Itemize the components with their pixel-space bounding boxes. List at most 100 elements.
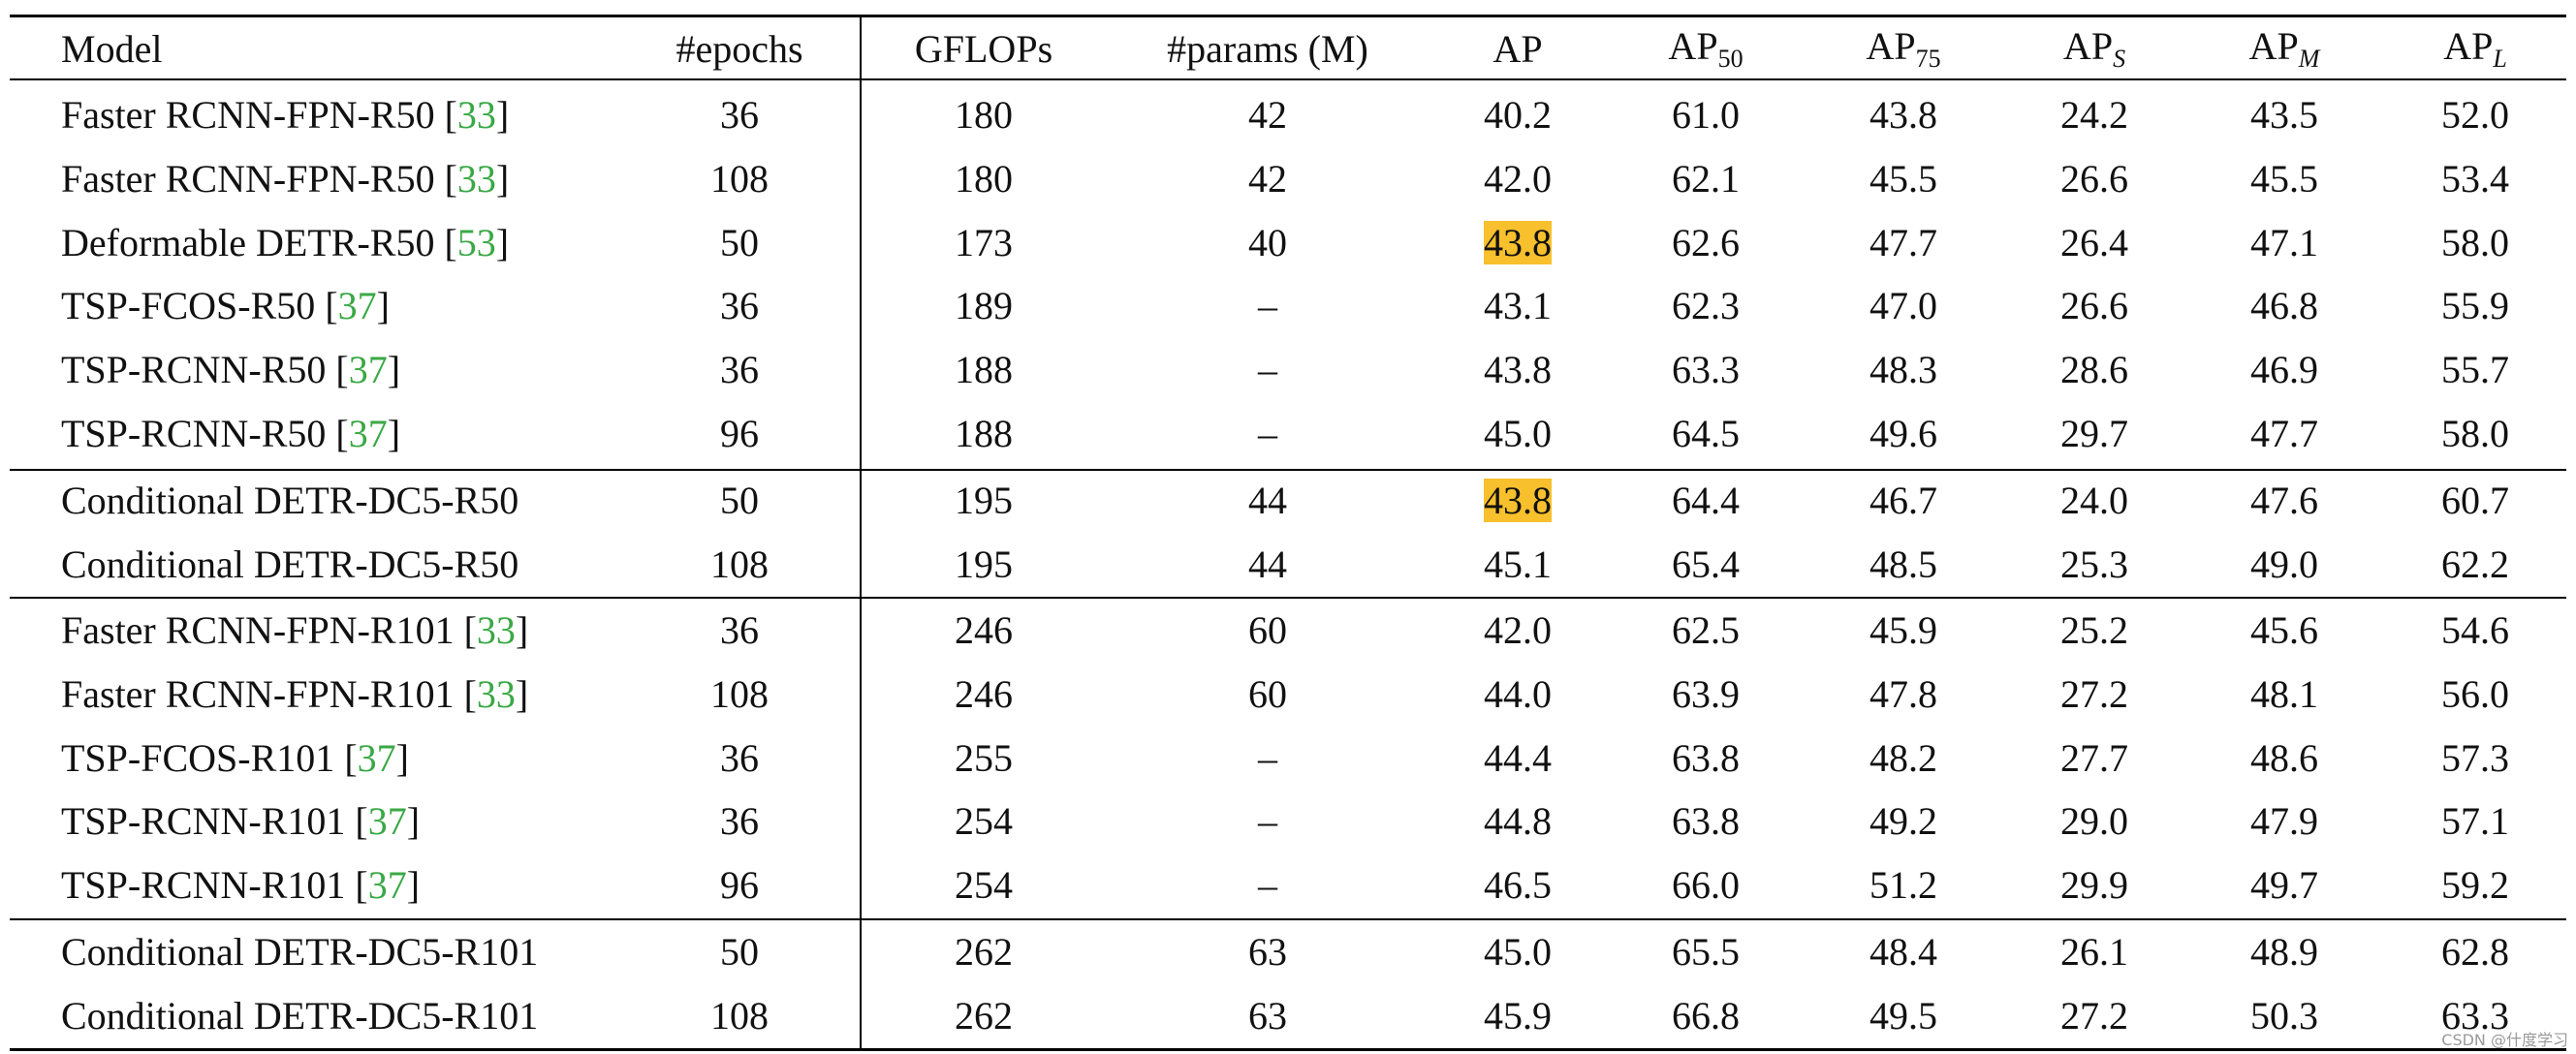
cell: 45.5 <box>2250 156 2318 201</box>
model-name: TSP-FCOS-R50 [37] <box>61 284 390 328</box>
cell: 63 <box>1248 993 1287 1038</box>
model-text: Conditional DETR-DC5-R101 <box>61 930 539 974</box>
cell: 48.4 <box>1869 930 1937 974</box>
cell: 63.8 <box>1672 735 1740 780</box>
cell: 36 <box>720 348 759 392</box>
cell: 42.0 <box>1484 608 1552 652</box>
model-text: TSP-RCNN-R101 <box>61 863 346 908</box>
model-text: Faster RCNN-FPN-R50 <box>61 156 435 201</box>
cell: 45.1 <box>1484 542 1552 586</box>
column-header: APL <box>2443 27 2507 72</box>
cell: 60 <box>1248 608 1287 652</box>
cell: 43.8 <box>1869 93 1937 137</box>
cell: 262 <box>955 930 1013 974</box>
cell: 63 <box>1248 930 1287 974</box>
cell: 188 <box>955 412 1013 455</box>
model-name: TSP-RCNN-R50 [37] <box>61 348 401 392</box>
model-name: Deformable DETR-R50 [53] <box>61 220 510 264</box>
cell: 49.2 <box>1869 799 1937 844</box>
column-header: APM <box>2249 27 2320 72</box>
cell: 26.6 <box>2060 156 2128 201</box>
cell: 45.9 <box>1484 993 1552 1038</box>
cell: 262 <box>955 993 1013 1038</box>
cell: 28.6 <box>2060 348 2128 392</box>
citation: 37 <box>357 735 396 780</box>
bottom-rule <box>10 1048 2566 1051</box>
highlighted-value: 43.8 <box>1484 479 1552 522</box>
cell: 173 <box>955 220 1013 264</box>
cell: 56.0 <box>2441 671 2509 716</box>
cell: 66.0 <box>1672 863 1740 908</box>
cell: 65.4 <box>1672 542 1740 586</box>
cell: 47.6 <box>2250 479 2318 522</box>
cell: 246 <box>955 608 1013 652</box>
cell: 25.3 <box>2060 542 2128 586</box>
cell: 42 <box>1248 156 1287 201</box>
cell: 44.4 <box>1484 735 1552 780</box>
cell: 63.3 <box>1672 348 1740 392</box>
header-base: AP <box>1668 24 1718 68</box>
cell: 42.0 <box>1484 156 1552 201</box>
cell: 50.3 <box>2250 993 2318 1038</box>
cell: 40.2 <box>1484 93 1552 137</box>
cell: 43.5 <box>2250 93 2318 137</box>
cell: 24.2 <box>2060 93 2128 137</box>
cell: 96 <box>720 412 759 455</box>
cell: 57.1 <box>2441 799 2509 844</box>
model-text: Deformable DETR-R50 <box>61 220 435 264</box>
cell: 53.4 <box>2441 156 2509 201</box>
model-name: TSP-RCNN-R101 [37] <box>61 863 421 908</box>
cell: 60 <box>1248 671 1287 716</box>
cell: 46.7 <box>1869 479 1937 522</box>
cell: 188 <box>955 348 1013 392</box>
model-text: TSP-RCNN-R101 <box>61 799 346 844</box>
cell: 52.0 <box>2441 93 2509 137</box>
column-header: AP <box>1492 27 1543 71</box>
cell: 66.8 <box>1672 993 1740 1038</box>
header-base: AP <box>1866 24 1916 68</box>
top-rule <box>10 15 2566 17</box>
cell: 180 <box>955 93 1013 137</box>
cell: 58.0 <box>2441 412 2509 455</box>
column-header: APS <box>2063 27 2125 72</box>
column-header: #params (M) <box>1167 27 1368 71</box>
model-name: TSP-RCNN-R101 [37] <box>61 799 421 844</box>
cell: 50 <box>720 930 759 974</box>
cell: 195 <box>955 542 1013 586</box>
cell: 64.5 <box>1672 412 1740 455</box>
cell: 108 <box>710 993 769 1038</box>
cell: 49.5 <box>1869 993 1937 1038</box>
cell: 46.9 <box>2250 348 2318 392</box>
cell: 189 <box>955 284 1013 328</box>
group-rule <box>10 469 2566 471</box>
cell: 46.8 <box>2250 284 2318 328</box>
model-name: Conditional DETR-DC5-R50 <box>61 481 518 520</box>
cell: 108 <box>710 542 769 586</box>
cell: 26.6 <box>2060 284 2128 328</box>
cell: 195 <box>955 479 1013 522</box>
column-divider <box>860 16 862 1049</box>
cell: 63.9 <box>1672 671 1740 716</box>
cell: 49.0 <box>2250 542 2318 586</box>
model-name: Faster RCNN-FPN-R101 [33] <box>61 608 529 652</box>
cell: 25.2 <box>2060 608 2128 652</box>
column-header: Model <box>61 27 163 71</box>
column-header: GFLOPs <box>914 27 1053 71</box>
cell: 27.7 <box>2060 735 2128 780</box>
cell: 47.0 <box>1869 284 1937 328</box>
cell: 55.9 <box>2441 284 2509 328</box>
cell: 246 <box>955 671 1013 716</box>
model-text: Conditional DETR-DC5-R101 <box>61 993 539 1038</box>
cell: 57.3 <box>2441 735 2509 780</box>
model-text: Faster RCNN-FPN-R50 <box>61 93 435 137</box>
cell: 26.1 <box>2060 930 2128 974</box>
model-text: Conditional DETR-DC5-R50 <box>61 542 519 586</box>
cell: 47.7 <box>1869 220 1937 264</box>
cell: 26.4 <box>2060 220 2128 264</box>
model-name: Faster RCNN-FPN-R101 [33] <box>61 671 529 716</box>
cell: 62.1 <box>1672 156 1740 201</box>
cell: 108 <box>710 671 769 716</box>
cell: 47.7 <box>2250 412 2318 455</box>
cell: 62.3 <box>1672 284 1740 328</box>
